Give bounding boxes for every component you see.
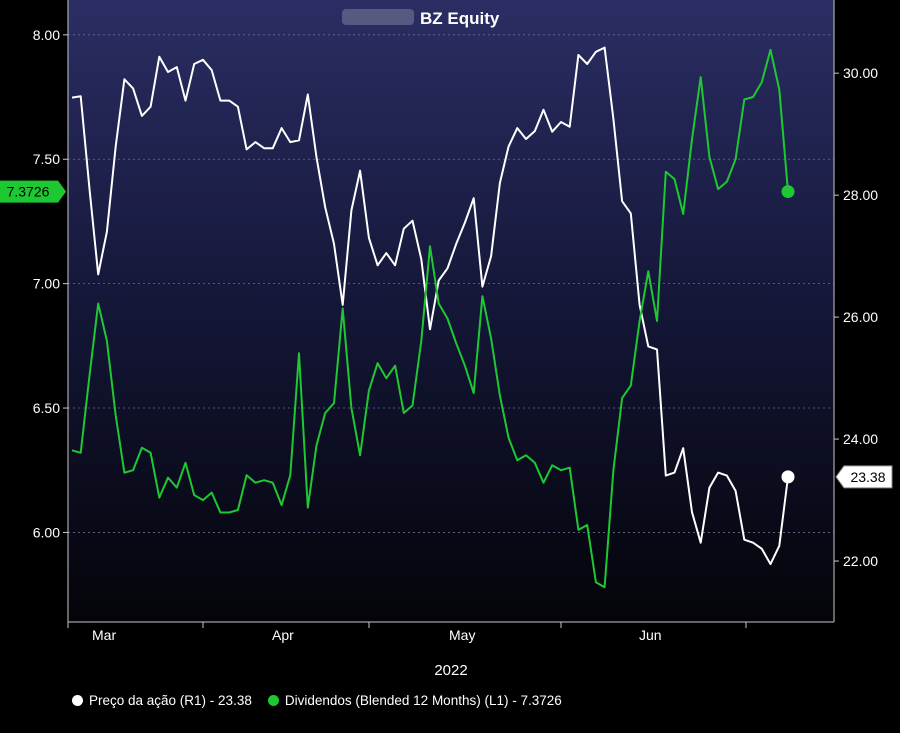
- series-line-dividends: [71, 48, 789, 589]
- x-tick-label-may: May: [449, 627, 475, 643]
- legend: Preço da ação (R1) - 23.38 Dividendos (B…: [72, 693, 562, 708]
- last-value-label-price: 23.38: [850, 469, 885, 485]
- last-value-tag-dividends: [0, 180, 66, 203]
- blurred-ticker-prefix: [342, 9, 414, 25]
- right-tick-label: 28.00: [843, 187, 878, 203]
- legend-marker-dividends: [267, 695, 279, 706]
- x-tick-label-apr: Apr: [272, 627, 294, 643]
- legend-label-price: Preço da ação (R1) - 23.38: [89, 693, 252, 708]
- last-point-marker-price[interactable]: [781, 470, 795, 484]
- x-tick-label-mar: Mar: [92, 627, 116, 643]
- left-tick-label: 6.00: [33, 524, 60, 540]
- axes: 6.00 6.50 7.00 7.50 8.00 22.00 24.00 26.00 28.00…: [33, 0, 878, 643]
- right-tick-label: 22.00: [843, 553, 878, 569]
- legend-marker-price: [72, 695, 83, 706]
- last-value-label-dividends: 7.3726: [7, 184, 50, 200]
- right-tick-label: 26.00: [843, 309, 878, 325]
- series-layer: [71, 46, 795, 589]
- chart-title-group: BZ Equity: [342, 9, 500, 28]
- plot-background: [68, 0, 834, 622]
- last-point-marker-dividends[interactable]: [781, 185, 795, 199]
- legend-item-dividends[interactable]: Dividendos (Blended 12 Months) (L1) - 7.…: [267, 693, 562, 708]
- right-tick-label: 30.00: [843, 65, 878, 81]
- legend-label-dividends: Dividendos (Blended 12 Months) (L1) - 7.…: [284, 693, 562, 708]
- x-tick-label-jun: Jun: [639, 627, 662, 643]
- last-value-tag-price: [835, 465, 893, 489]
- left-tick-label: 6.50: [33, 400, 60, 416]
- legend-item-price[interactable]: Preço da ação (R1) - 23.38: [72, 693, 252, 708]
- left-tick-label: 7.50: [33, 151, 60, 167]
- chart-title: BZ Equity: [420, 9, 500, 28]
- series-line-price: [71, 46, 789, 566]
- x-axis-label: 2022: [434, 662, 467, 679]
- right-tick-label: 24.00: [843, 431, 878, 447]
- left-tick-label: 7.00: [33, 276, 60, 292]
- labels-layer: 23.38 7.3726: [0, 180, 893, 489]
- left-tick-label: 8.00: [33, 27, 60, 43]
